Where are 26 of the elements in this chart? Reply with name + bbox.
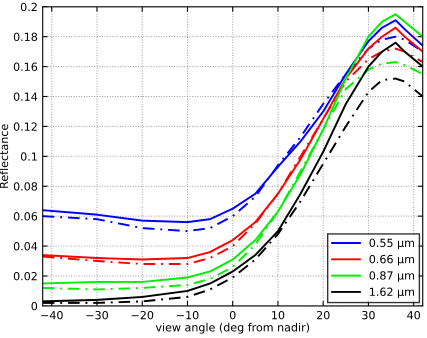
y-tick-label: 0.18 — [14, 32, 38, 42]
x-tick-label: 30 — [362, 310, 375, 320]
x-tick-label: 10 — [272, 310, 284, 320]
x-tick-label: −20 — [132, 310, 154, 320]
y-axis-title: Reflectance — [0, 124, 8, 188]
x-tick-label: −10 — [176, 310, 198, 320]
y-tick-label: 0.14 — [14, 92, 38, 101]
y-tick-label: 0.08 — [14, 182, 38, 191]
y-tick-label: 0.12 — [14, 122, 37, 131]
x-tick-label: −40 — [41, 310, 63, 320]
legend-label: 0.66 μm — [370, 254, 414, 266]
legend-label: 0.87 μm — [370, 271, 414, 282]
y-tick-label: 0.02 — [14, 272, 37, 280]
y-tick-label: 0.06 — [14, 212, 38, 221]
y-tick-label: 0.16 — [14, 62, 38, 71]
x-tick-label: 20 — [316, 310, 330, 320]
legend-label: 0.55 μm — [370, 238, 414, 250]
x-tick-label: −30 — [86, 310, 108, 320]
x-tick-label: 40 — [407, 310, 420, 320]
y-tick-label: 0 — [32, 302, 38, 310]
legend-label: 1.62 μm — [370, 288, 414, 298]
y-tick-label: 0.04 — [14, 242, 38, 250]
y-tick-label: 0.2 — [20, 2, 37, 12]
x-tick-label: 0 — [230, 310, 236, 320]
x-axis-title: view angle (deg from nadir) — [156, 322, 310, 334]
y-tick-label: 0.1 — [20, 152, 37, 161]
